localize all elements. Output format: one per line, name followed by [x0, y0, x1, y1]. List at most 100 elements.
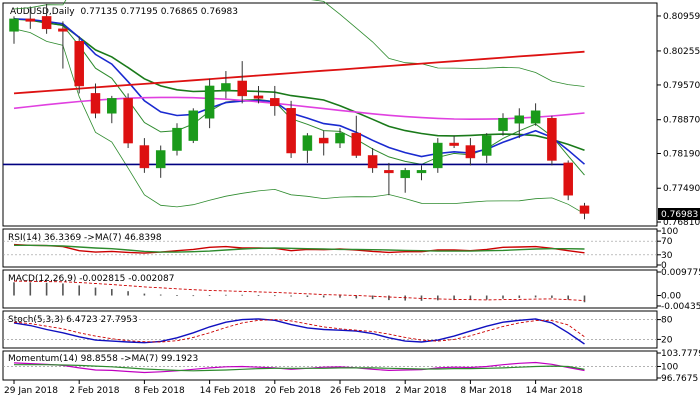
- lower-band-line: [13, 28, 585, 215]
- macd-bar: [45, 282, 48, 296]
- candle-body: [286, 108, 296, 154]
- macd-bar: [192, 295, 195, 297]
- macd-label: MACD(12,26,9) -0.002815 -0.002087: [8, 274, 174, 284]
- candle-body: [400, 170, 410, 179]
- price-axis: 0.80959 0.80255 0.79570 0.78870 0.78190 0.774…: [657, 12, 700, 228]
- candle-body: [204, 85, 215, 119]
- macd-bar: [274, 295, 276, 297]
- candle-body: [9, 18, 19, 32]
- macd-bar: [453, 295, 455, 301]
- rsi-series-line: [13, 243, 585, 254]
- indicator-tick-label: 70: [661, 237, 673, 247]
- macd-bar: [388, 295, 390, 301]
- momentum-lines: [3, 361, 657, 374]
- chart-title: AUDUSD,Daily 0.77135 0.77195 0.76865 0.76…: [10, 7, 238, 17]
- price-tick-label: 0.77490: [663, 184, 700, 194]
- candle-body: [579, 205, 590, 214]
- candle-body: [90, 93, 101, 114]
- candle-body: [302, 135, 313, 151]
- upper-band-line: [13, 0, 585, 87]
- candle-body: [221, 83, 231, 92]
- stoch-label: Stoch(5,3,3) 6.4723 27.7953: [8, 315, 138, 325]
- date-tick-label: 29 Jan 2018: [4, 386, 58, 396]
- momentum-panel-frame: [2, 350, 658, 381]
- date-axis: 29 Jan 2018 2 Feb 2018 8 Feb 2018 14 Feb 20…: [4, 380, 583, 396]
- indicator-tick-label: 80: [661, 316, 673, 326]
- date-tick-label: 26 Feb 2018: [330, 386, 386, 396]
- candle-body: [41, 16, 52, 30]
- macd-bar: [567, 295, 569, 300]
- macd-bar: [502, 295, 504, 299]
- price-tick-label: 0.80255: [663, 47, 700, 57]
- price-tick-label: 0.79570: [663, 81, 700, 91]
- candle-body: [107, 98, 117, 114]
- macd-bar: [241, 294, 243, 296]
- price-panel: AUDUSD,Daily 0.77135 0.77195 0.76865 0.76…: [2, 0, 700, 228]
- macd-bar: [355, 295, 358, 299]
- macd-bar: [485, 295, 488, 300]
- macd-bar: [437, 295, 439, 301]
- candlesticks: [9, 4, 590, 220]
- macd-bar: [290, 295, 292, 297]
- price-tick-label: 0.80959: [663, 12, 700, 22]
- stoch-axis: 80 20: [657, 316, 673, 345]
- macd-bar: [111, 289, 113, 296]
- macd-bar: [159, 294, 162, 296]
- indicator-tick-label: 96.7675: [661, 374, 698, 384]
- macd-bar: [78, 285, 80, 296]
- candle-body: [384, 170, 394, 174]
- date-tick-label: 2 Mar 2018: [395, 386, 447, 396]
- rsi-label: RSI(14) 36.3369 ->MA(7) 46.8398: [8, 233, 162, 243]
- macd-signal-line: [13, 280, 585, 302]
- candle-body: [547, 117, 557, 161]
- macd-bar: [127, 291, 129, 296]
- indicator-tick-label: 100: [661, 227, 678, 237]
- symbol-label: AUDUSD,Daily: [10, 7, 75, 17]
- stoch-lines: [3, 318, 657, 345]
- candle-body: [498, 117, 508, 131]
- macd-bar: [208, 295, 211, 296]
- last-price-marker: [658, 208, 700, 220]
- macd-bar: [225, 294, 227, 296]
- candle-body: [172, 127, 182, 151]
- candle-body: [433, 142, 443, 169]
- momentum-series-line: [14, 364, 585, 372]
- indicator-tick-label: 103.7779: [661, 349, 700, 359]
- candle-body: [335, 132, 345, 144]
- macd-bar: [257, 295, 260, 296]
- indicator-tick-label: 100: [661, 362, 678, 372]
- macd-bar: [339, 295, 341, 298]
- date-tick-label: 2 Feb 2018: [69, 386, 120, 396]
- macd-bar: [306, 295, 309, 297]
- candle-body: [237, 80, 247, 97]
- price-tick-label: 0.78190: [663, 149, 700, 159]
- macd-bar: [551, 295, 553, 298]
- macd-bar: [29, 282, 32, 296]
- candle-body: [416, 170, 427, 174]
- macd-bar: [371, 295, 374, 300]
- rsi-series-line: [14, 244, 585, 253]
- macd-axis: 0.009775 0.00-0.004356: [657, 268, 700, 312]
- indicator-tick-label: -0.004356: [661, 302, 700, 312]
- price-tick-label: 0.76810: [663, 218, 700, 228]
- date-tick-label: 14 Feb 2018: [200, 386, 256, 396]
- date-tick-label: 14 Mar 2018: [526, 386, 583, 396]
- macd-panel: MACD(12,26,9) -0.002815 -0.002087 0.0097…: [2, 268, 700, 312]
- candle-body: [449, 142, 459, 146]
- candle-body: [270, 98, 280, 107]
- indicator-tick-label: 30: [661, 251, 673, 261]
- stoch-panel: Stoch(5,3,3) 6.4723 27.7953 80 20: [2, 310, 673, 349]
- macd-bar: [518, 295, 521, 298]
- indicator-tick-label: 0.00: [661, 292, 681, 302]
- candle-body: [58, 28, 68, 32]
- macd-bar: [94, 287, 97, 296]
- macd-bar: [469, 295, 472, 301]
- candle-body: [253, 95, 264, 99]
- macd-bar: [62, 283, 64, 296]
- macd-bar: [534, 295, 537, 298]
- red-trend-line: [13, 50, 585, 95]
- momentum-label: Momentum(14) 98.8558 ->MA(7) 99.1923: [8, 354, 198, 364]
- candle-body: [367, 155, 378, 169]
